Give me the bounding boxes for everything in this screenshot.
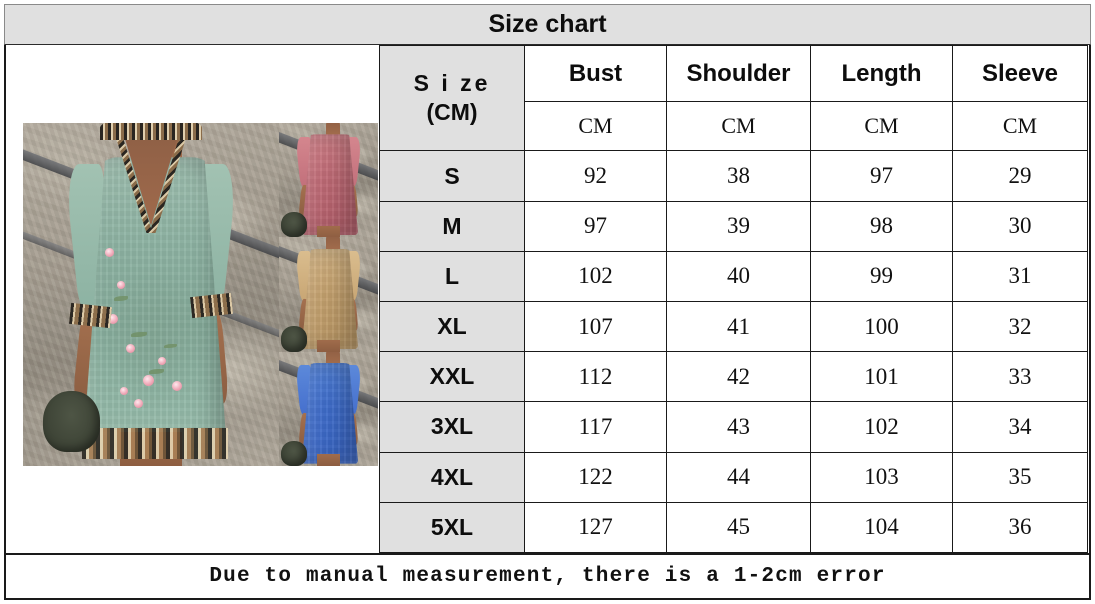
shoulder-value: 41 (666, 300, 811, 353)
size-table: S i ze (CM) Bust Shoulder Length Sleeve … (379, 44, 1088, 554)
unit-length: CM (810, 101, 953, 152)
sleeve-cuff-right (189, 292, 233, 318)
table-unit-row: CM CM CM CM (380, 101, 1088, 152)
length-value: 100 (810, 300, 953, 353)
table-header-row: S i ze (CM) Bust Shoulder Length Sleeve (379, 44, 1088, 152)
shoulder-value: 40 (666, 250, 811, 302)
column-header-sleeve: Sleeve (952, 44, 1088, 103)
shoulder-value: 38 (666, 150, 811, 202)
color-variant-strip (279, 123, 378, 466)
sleeve-value: 33 (952, 351, 1088, 403)
sleeve-cuff-left (69, 302, 113, 328)
size-label: M (379, 200, 525, 252)
dress-collar (99, 123, 203, 141)
length-value: 98 (810, 200, 953, 252)
chart-body: S i ze (CM) Bust Shoulder Length Sleeve … (4, 44, 1091, 554)
size-label: S (379, 150, 525, 202)
product-photo (23, 123, 378, 466)
size-label: L (379, 250, 525, 302)
floral-embroidery (82, 157, 228, 459)
bust-value: 107 (524, 300, 667, 353)
product-photo-main (23, 123, 279, 466)
table-row: L 102 40 99 31 (379, 250, 1088, 302)
table-row: S 92 38 97 29 (379, 150, 1088, 202)
sleeve-value: 29 (952, 150, 1088, 202)
shoulder-value: 43 (666, 401, 811, 453)
unit-sleeve: CM (952, 101, 1088, 152)
model-figure (23, 123, 279, 466)
sleeve-value: 34 (952, 401, 1088, 453)
size-column-header: S i ze (CM) (379, 44, 525, 152)
length-value: 104 (810, 501, 953, 554)
length-value: 101 (810, 351, 953, 403)
size-label: XXL (379, 351, 525, 403)
table-row: M 97 39 98 30 (379, 200, 1088, 252)
bust-value: 112 (524, 351, 667, 403)
bust-value: 127 (524, 501, 667, 554)
shoulder-value: 39 (666, 200, 811, 252)
sleeve-value: 36 (952, 501, 1088, 554)
title-bar: Size chart (4, 4, 1091, 45)
page-title: Size chart (488, 10, 607, 38)
size-label: 3XL (379, 401, 525, 453)
bust-value: 92 (524, 150, 667, 202)
column-header-length: Length (810, 44, 953, 103)
footer-note-bar: Due to manual measurement, there is a 1-… (4, 553, 1091, 600)
sleeve-value: 30 (952, 200, 1088, 252)
size-label: 4XL (379, 451, 525, 503)
column-header-bust: Bust (524, 44, 667, 103)
unit-bust: CM (524, 101, 667, 152)
table-row: 5XL 127 45 104 36 (379, 501, 1088, 554)
color-variant-blue (279, 351, 378, 466)
length-value: 102 (810, 401, 953, 453)
table-row: XXL 112 42 101 33 (379, 351, 1088, 403)
color-variant-tan (279, 237, 378, 352)
shoulder-value: 42 (666, 351, 811, 403)
product-image-panel (6, 45, 379, 553)
table-row: 4XL 122 44 103 35 (379, 451, 1088, 503)
size-header-line1: S i ze (413, 70, 491, 97)
length-value: 97 (810, 150, 953, 202)
size-label: XL (379, 300, 525, 353)
dress-hem-pattern (81, 428, 228, 460)
sleeve-value: 32 (952, 300, 1088, 353)
bust-value: 97 (524, 200, 667, 252)
sleeve-value: 31 (952, 250, 1088, 302)
measurement-disclaimer: Due to manual measurement, there is a 1-… (209, 565, 886, 588)
bust-value: 122 (524, 451, 667, 503)
shoulder-value: 44 (666, 451, 811, 503)
unit-shoulder: CM (666, 101, 811, 152)
length-value: 99 (810, 250, 953, 302)
sleeve-value: 35 (952, 451, 1088, 503)
bust-value: 102 (524, 250, 667, 302)
table-row: XL 107 41 100 32 (379, 300, 1088, 353)
column-header-shoulder: Shoulder (666, 44, 811, 103)
length-value: 103 (810, 451, 953, 503)
size-header-line2: (CM) (426, 99, 478, 126)
shoulder-value: 45 (666, 501, 811, 554)
size-label: 5XL (379, 501, 525, 554)
color-variant-rose (279, 123, 378, 238)
sun-hat (43, 390, 100, 453)
size-table-wrap: S i ze (CM) Bust Shoulder Length Sleeve … (379, 44, 1089, 554)
bust-value: 117 (524, 401, 667, 453)
table-row: 3XL 117 43 102 34 (379, 401, 1088, 453)
